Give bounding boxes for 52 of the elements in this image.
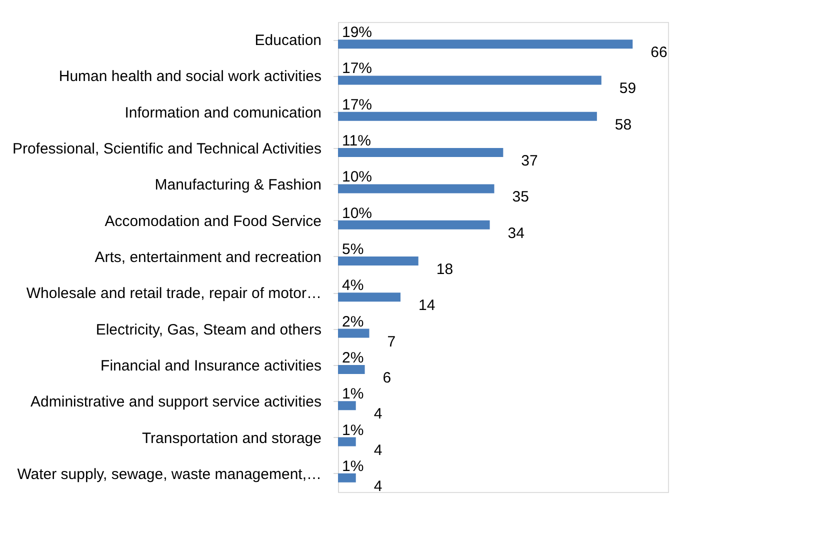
bar	[338, 328, 370, 338]
annotation: 2%	[342, 349, 364, 366]
bar	[338, 76, 602, 85]
bar	[338, 220, 490, 230]
bar	[338, 473, 356, 482]
annotation: 2%	[342, 313, 364, 330]
data-label: 58	[614, 116, 632, 134]
y-tick-label: Human health and social work activities	[58, 68, 322, 86]
data-label: 7	[387, 333, 396, 350]
annotation: 5%	[342, 241, 364, 258]
data-label: 4	[374, 442, 382, 459]
y-tick-label: Wholesale and retail trade, repair of motor…	[26, 285, 322, 302]
y-tick-label: Education	[254, 32, 322, 50]
annotation: 4%	[342, 277, 364, 294]
y-tick-label: Arts, entertainment and recreation	[94, 249, 322, 266]
bar	[338, 112, 597, 121]
data-label: 4	[374, 478, 382, 495]
data-label: 4	[374, 406, 382, 423]
annotation: 1%	[342, 422, 364, 439]
annotation: 1%	[342, 458, 364, 475]
bar	[338, 437, 356, 446]
y-tick-label: Administrative and support service activities	[30, 394, 322, 411]
y-tick-label: Manufacturing & Fashion	[154, 176, 322, 194]
data-label: 34	[508, 224, 524, 242]
bar	[338, 40, 633, 49]
annotation: 10%	[342, 204, 372, 222]
bar	[338, 292, 400, 302]
annotation: 11%	[342, 132, 371, 150]
data-label: 14	[418, 297, 436, 314]
y-tick-label: Financial and Insurance activities	[100, 357, 322, 374]
data-label: 66	[650, 44, 668, 62]
bar	[338, 401, 356, 410]
data-label: 35	[512, 188, 529, 206]
y-tick-label: Information and comunication	[124, 104, 322, 122]
y-tick-label: Accomodation and Food Service	[104, 212, 322, 230]
bar	[338, 148, 504, 158]
data-label: 37	[521, 152, 538, 170]
annotation: 19%	[342, 24, 372, 42]
y-tick-label: Electricity, Gas, Steam and others	[96, 321, 322, 338]
data-label: 6	[382, 369, 392, 386]
y-tick-label: Professional, Scientific and Technical Activities	[12, 140, 322, 158]
annotation: 17%	[342, 60, 372, 78]
annotation: 17%	[342, 96, 372, 114]
annotation: 1%	[342, 386, 364, 403]
bar	[338, 256, 418, 266]
bar	[338, 364, 365, 374]
bar	[338, 184, 494, 194]
annotation: 10%	[342, 168, 372, 186]
y-tick-label: Transportation and storage	[142, 430, 322, 447]
data-label: 59	[619, 80, 636, 98]
data-label: 18	[436, 261, 454, 278]
y-tick-label: Water supply, sewage, waste management,…	[17, 466, 322, 483]
